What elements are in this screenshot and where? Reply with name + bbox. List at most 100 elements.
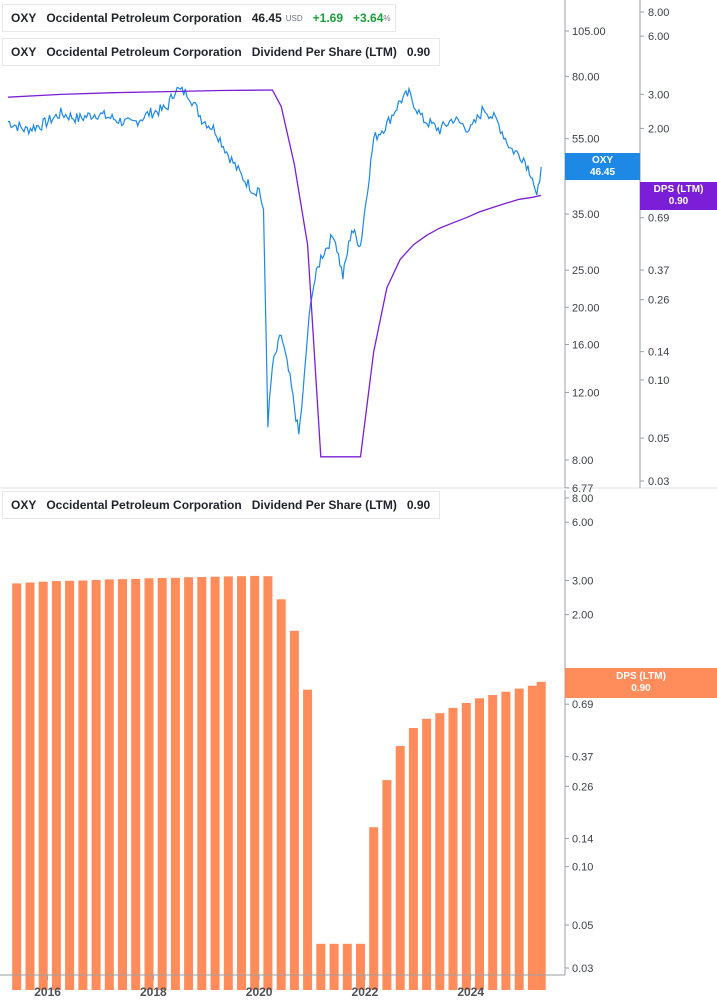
dps-bar: [527, 685, 537, 990]
right-axis-tick-label: 8.00: [648, 7, 669, 19]
dps-bar: [289, 630, 299, 990]
left-axis-tick-label: 105.00: [572, 26, 606, 38]
dps-bar: [448, 707, 458, 990]
dps-bar: [157, 578, 167, 990]
dps-bar: [435, 713, 445, 990]
price-legend-pct-sign: %: [383, 13, 391, 23]
dps-bar: [104, 579, 114, 990]
price-legend-price: 46.45: [251, 11, 282, 25]
dps-tag-bottom-label: DPS (LTM): [616, 671, 666, 682]
dps-legend-top-metric: Dividend Per Share (LTM): [251, 45, 397, 59]
price-tag: OXY 46.45: [565, 153, 640, 180]
left-axis-tick-label: 80.00: [572, 71, 600, 83]
bottom-axis-tick-label: 0.26: [572, 781, 593, 793]
dps-tag-bottom: DPS (LTM) 0.90: [565, 668, 717, 698]
dps-legend-bottom[interactable]: OXY Occidental Petroleum Corporation Div…: [2, 491, 440, 519]
dps-bar: [197, 577, 207, 990]
dps-bar: [263, 576, 273, 990]
price-legend-currency: USD: [285, 13, 303, 23]
bottom-axis-tick-label: 0.37: [572, 752, 593, 764]
right-axis-tick-label: 0.10: [648, 375, 669, 387]
dps-series-line: [7, 89, 542, 458]
price-legend-ticker: OXY: [11, 11, 37, 25]
x-axis-tick-label: 2024: [457, 985, 484, 999]
right-axis-tick-label: 6.00: [648, 31, 669, 43]
bottom-axis-tick-label: 0.10: [572, 862, 593, 874]
dps-bar: [316, 943, 326, 990]
bottom-axis-tick-label: 0.03: [572, 963, 593, 975]
dps-legend-bottom-ticker: OXY: [11, 498, 37, 512]
left-axis-tick-label: 25.00: [572, 265, 600, 277]
bottom-axis-tick-label: 0.14: [572, 833, 593, 845]
dps-bar: [131, 578, 141, 990]
x-axis-tick-label: 2016: [34, 985, 61, 999]
dps-legend-top[interactable]: OXY Occidental Petroleum Corporation Div…: [2, 38, 440, 66]
left-axis-tick-label: 16.00: [572, 339, 600, 351]
bottom-axis-tick-label: 6.00: [572, 517, 593, 529]
right-axis-tick-label: 2.00: [648, 123, 669, 135]
dps-bar: [223, 576, 233, 990]
dps-bar: [12, 583, 22, 990]
dps-bar: [237, 576, 246, 990]
dps-bar: [91, 580, 101, 990]
price-tag-label: OXY: [591, 155, 614, 166]
dps-bar: [329, 943, 339, 990]
bottom-axis-tick-label: 2.00: [572, 610, 593, 622]
left-axis-tick-label: 20.00: [572, 302, 600, 314]
price-legend-change: +1.69: [312, 11, 344, 25]
dps-bar: [210, 576, 220, 990]
left-axis-tick-label: 6.77: [572, 483, 593, 495]
x-axis-tick-label: 2022: [352, 985, 379, 999]
bottom-axis-tick-label: 0.05: [572, 920, 593, 932]
dividend-bar-pane: [12, 575, 546, 990]
dps-bar: [144, 578, 154, 990]
price-series-line: [7, 86, 542, 435]
dps-bar: [38, 581, 48, 990]
dps-bar: [25, 582, 35, 990]
left-axis-tick-label: 8.00: [572, 455, 593, 467]
left-axis-tick-label: 12.00: [572, 387, 600, 399]
x-axis-tick-label: 2020: [246, 985, 273, 999]
dps-bar: [488, 695, 498, 990]
dps-bar: [461, 703, 471, 990]
dps-bar: [303, 689, 313, 990]
dps-bar: [408, 728, 418, 990]
price-legend-change-pct: +3.64: [353, 11, 384, 25]
dps-bar: [422, 718, 432, 990]
dps-bar: [382, 780, 392, 990]
dps-bar: [78, 580, 88, 990]
price-pane: [7, 86, 542, 458]
dps-bar: [342, 943, 352, 990]
dps-legend-bottom-metric: Dividend Per Share (LTM): [251, 498, 397, 512]
dps-bar: [356, 943, 365, 990]
dps-bar: [536, 681, 546, 990]
right-axis-tick-label: 0.37: [648, 265, 669, 277]
dps-legend-top-name: Occidental Petroleum Corporation: [46, 45, 242, 59]
dps-bar: [184, 577, 194, 990]
dps-bar: [65, 580, 75, 990]
dps-bar: [276, 599, 286, 990]
dps-tag-bottom-value: 0.90: [631, 683, 651, 694]
left-axis-tick-label: 55.00: [572, 134, 600, 146]
right-axis-tick-label: 0.26: [648, 295, 669, 307]
dps-tag-top-label: DPS (LTM): [653, 184, 704, 195]
dps-bar: [501, 691, 511, 990]
price-tag-value: 46.45: [589, 167, 616, 178]
left-axis-tick-label: 35.00: [572, 209, 600, 221]
dps-bar: [475, 698, 484, 990]
dps-bar: [369, 827, 379, 990]
dps-legend-bottom-value: 0.90: [406, 498, 431, 512]
right-axis-tick-label: 3.00: [648, 89, 669, 101]
dps-legend-top-value: 0.90: [406, 45, 431, 59]
dps-bar: [170, 577, 180, 990]
x-axis-tick-label: 2018: [140, 985, 167, 999]
right-axis-tick-label: 0.05: [648, 433, 669, 445]
right-axis-tick-label: 0.69: [648, 213, 669, 225]
right-axis-tick-label: 0.03: [648, 476, 669, 488]
dps-legend-top-ticker: OXY: [11, 45, 37, 59]
dps-bar: [250, 575, 260, 990]
price-legend[interactable]: OXY Occidental Petroleum Corporation 46.…: [2, 4, 396, 32]
dps-bar: [514, 688, 524, 990]
